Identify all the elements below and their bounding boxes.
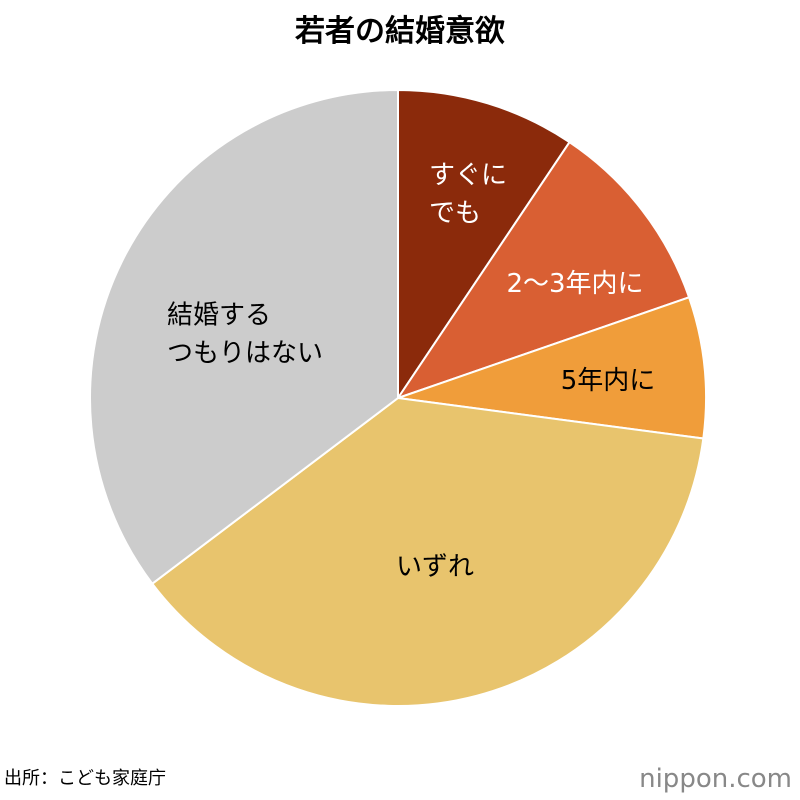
pie-slice: [397, 296, 707, 440]
slice-label: 結婚する つもりはない: [166, 300, 324, 368]
source: 出所：こども家庭庁: [4, 768, 166, 789]
slice-label: 2〜3年内に: [506, 269, 644, 300]
pie-slice: [150, 396, 705, 707]
brand: nippon.com: [639, 764, 792, 794]
pie-slice: [395, 140, 691, 400]
slice-label: すぐに でも: [428, 160, 508, 228]
pie-slice: [397, 88, 571, 402]
chart-title: 若者の結婚意欲: [295, 14, 505, 49]
slice-label: 5年内に: [560, 366, 656, 397]
slice-label: いずれ: [395, 552, 475, 583]
pie-slice: [89, 88, 399, 586]
